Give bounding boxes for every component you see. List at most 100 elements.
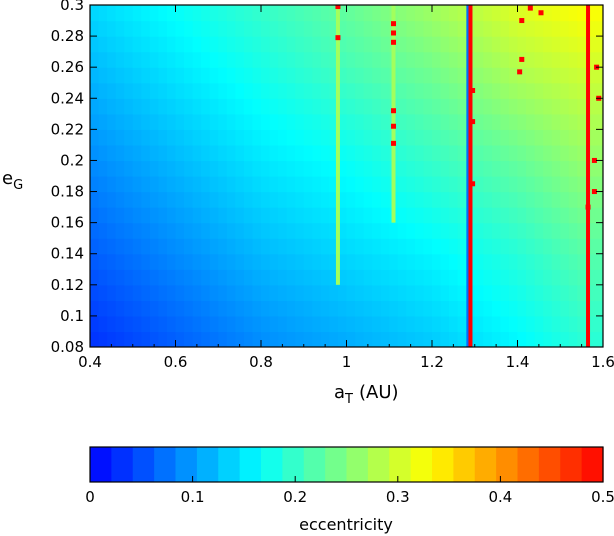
heatmap-cell bbox=[372, 67, 382, 84]
heatmap-cell bbox=[397, 67, 407, 84]
heatmap-cell bbox=[261, 129, 271, 146]
heatmap-cell bbox=[594, 176, 603, 193]
heatmap-cell bbox=[346, 36, 356, 53]
heatmap-cell bbox=[329, 82, 339, 99]
heatmap-cell bbox=[500, 67, 510, 84]
heatmap-cell bbox=[526, 300, 536, 317]
heatmap-cell bbox=[355, 191, 365, 208]
heatmap-cell bbox=[209, 300, 219, 317]
heatmap-cell bbox=[209, 207, 219, 224]
heatmap-cell bbox=[226, 20, 236, 37]
heatmap-cell bbox=[124, 222, 134, 239]
x-tick-label: 1.6 bbox=[591, 353, 614, 371]
colorbar-tick-label: 0.4 bbox=[488, 488, 512, 506]
heatmap-cell bbox=[577, 129, 587, 146]
heatmap-cell bbox=[423, 331, 433, 347]
heatmap-cell bbox=[90, 315, 100, 333]
heatmap-cell bbox=[432, 176, 442, 193]
heatmap-cell bbox=[201, 269, 211, 286]
heatmap-cell bbox=[491, 191, 501, 208]
heatmap-cell bbox=[543, 269, 553, 286]
colorbar-swatch bbox=[239, 447, 262, 482]
heatmap-cell bbox=[320, 207, 330, 224]
heatmap-cell bbox=[449, 176, 459, 193]
heatmap-cell bbox=[397, 129, 407, 146]
heatmap-cell bbox=[124, 207, 134, 224]
heatmap-cell bbox=[243, 253, 254, 270]
heatmap-cell bbox=[414, 98, 425, 115]
heatmap-cell bbox=[124, 315, 134, 333]
heatmap-cell bbox=[337, 238, 348, 255]
heatmap-cell bbox=[243, 222, 254, 239]
heatmap-cell bbox=[235, 98, 245, 115]
colorbar-swatch bbox=[346, 447, 369, 482]
heatmap-cell bbox=[406, 176, 416, 193]
colorbar-swatch bbox=[453, 447, 476, 482]
heatmap-cell bbox=[132, 253, 142, 270]
chaotic-point bbox=[391, 140, 397, 146]
heatmap-cell bbox=[500, 253, 510, 270]
heatmap-cell bbox=[124, 300, 134, 317]
heatmap-cell bbox=[226, 98, 236, 115]
heatmap-cell bbox=[98, 315, 108, 333]
heatmap-cell bbox=[406, 207, 416, 224]
heatmap-cell bbox=[115, 113, 125, 130]
heatmap-cell bbox=[243, 191, 254, 208]
heatmap-cell bbox=[107, 176, 117, 193]
heatmap-cell bbox=[175, 113, 185, 130]
heatmap-cell bbox=[175, 129, 185, 146]
colorbar-ticks: 0 0.1 0.2 0.3 0.4 0.5 bbox=[85, 476, 614, 506]
heatmap-cell bbox=[132, 51, 142, 68]
heatmap-cell bbox=[141, 67, 151, 84]
heatmap-cell bbox=[218, 67, 228, 84]
heatmap-cell bbox=[218, 160, 228, 177]
heatmap-cell bbox=[500, 315, 510, 333]
heatmap-cell bbox=[568, 207, 578, 224]
heatmap-cell bbox=[483, 300, 493, 317]
heatmap-cell bbox=[124, 36, 134, 53]
heatmap-cell bbox=[209, 82, 219, 99]
heatmap-cell bbox=[568, 51, 578, 68]
heatmap-cell bbox=[261, 253, 271, 270]
heatmap-cell bbox=[115, 191, 125, 208]
heatmap-cell bbox=[303, 129, 313, 146]
heatmap-cell bbox=[261, 5, 271, 22]
y-tick-label: 0.2 bbox=[60, 151, 84, 169]
heatmap-cell bbox=[440, 315, 450, 333]
heatmap-cell bbox=[218, 253, 228, 270]
heatmap-cell bbox=[192, 20, 202, 37]
heatmap-cell bbox=[483, 191, 493, 208]
heatmap-cell bbox=[312, 191, 322, 208]
heatmap-cell bbox=[551, 129, 561, 146]
heatmap-cell bbox=[149, 98, 159, 115]
heatmap-cell bbox=[166, 191, 177, 208]
heatmap-cell bbox=[90, 222, 100, 239]
heatmap-cell bbox=[534, 238, 544, 255]
heatmap-cell bbox=[312, 5, 322, 22]
heatmap-cell bbox=[432, 98, 442, 115]
heatmap-cell bbox=[235, 191, 245, 208]
heatmap-cell bbox=[226, 5, 236, 22]
heatmap-cell bbox=[568, 269, 578, 286]
heatmap-cell bbox=[449, 20, 459, 37]
heatmap-cell bbox=[449, 67, 459, 84]
heatmap-cell bbox=[98, 269, 108, 286]
heatmap-cell bbox=[517, 253, 527, 270]
heatmap-cell bbox=[372, 82, 382, 99]
heatmap-cell bbox=[508, 98, 519, 115]
heatmap-cell bbox=[483, 5, 493, 22]
heatmap-cell bbox=[192, 51, 202, 68]
heatmap-cell bbox=[560, 51, 570, 68]
heatmap-cell bbox=[141, 160, 151, 177]
heatmap-cell bbox=[192, 315, 202, 333]
heatmap-cell bbox=[252, 144, 262, 162]
heatmap-cell bbox=[414, 20, 425, 37]
heatmap-cell bbox=[414, 113, 425, 130]
heatmap-cell bbox=[440, 160, 450, 177]
heatmap-cell bbox=[517, 160, 527, 177]
heatmap-cell bbox=[278, 315, 288, 333]
heatmap-cell bbox=[209, 20, 219, 37]
heatmap-cell bbox=[226, 191, 236, 208]
heatmap-cell bbox=[397, 98, 407, 115]
heatmap-cell bbox=[397, 222, 407, 239]
